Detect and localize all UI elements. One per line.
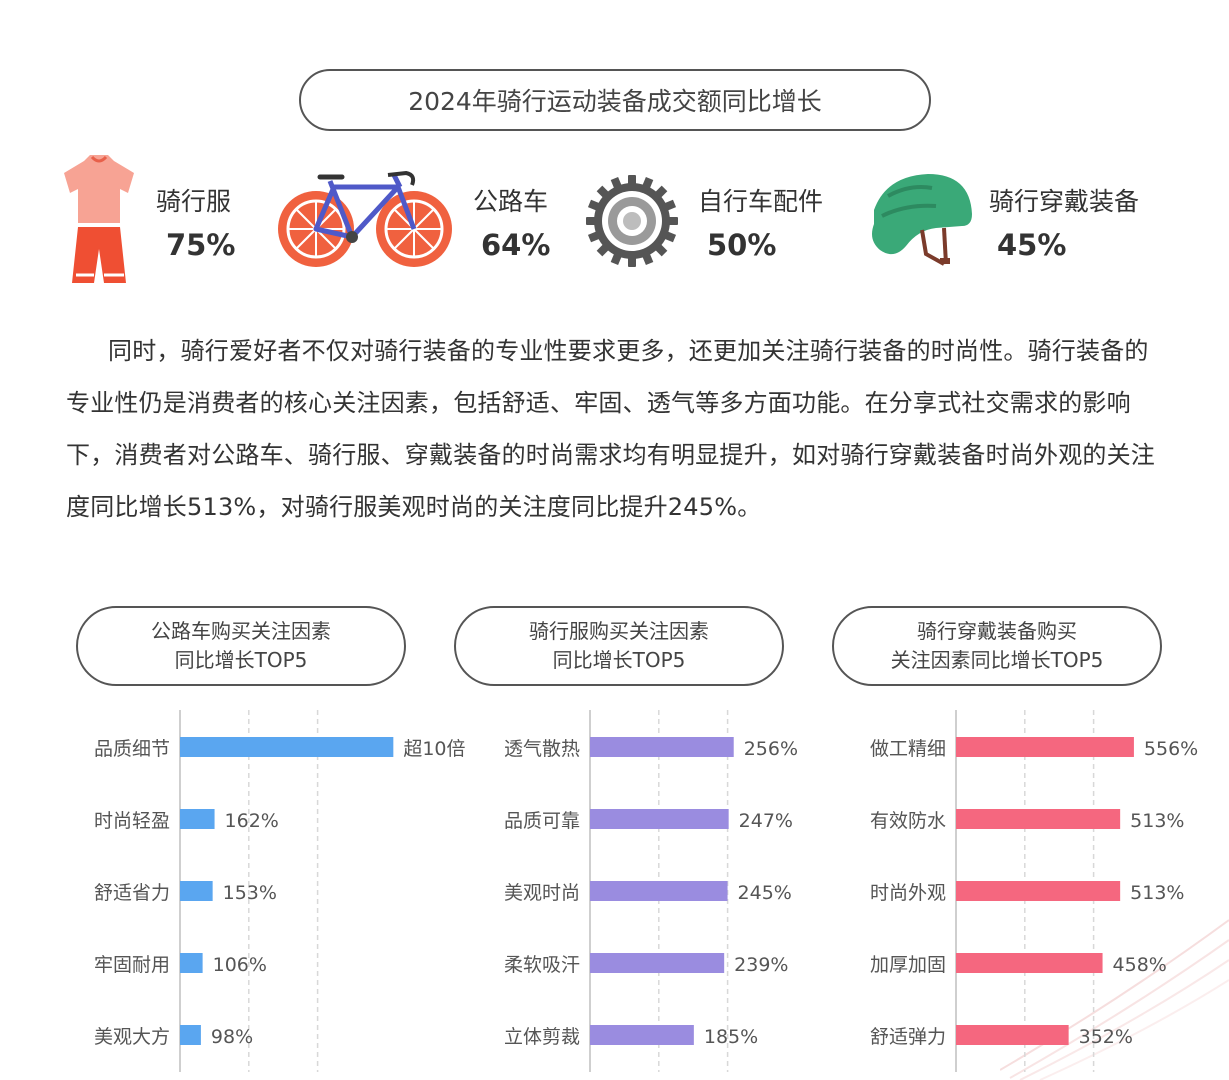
category-label: 立体剪裁 [504,1026,580,1048]
bar [956,881,1121,901]
chart-title-line: 公路车购买关注因素 [151,619,331,643]
value-label: 超10倍 [403,738,465,760]
bar [180,809,215,829]
bar-chart-jersey: 透气散热 256% 品质可靠 247% 美观时尚 245% 柔软吸汗 239% 立体剪裁 185% [504,710,798,1072]
category-label: 舒适弹力 [870,1026,946,1048]
chart-title-line: 骑行穿戴装备购买 [917,619,1077,643]
bar [590,809,729,829]
stat-label-jersey: 骑行服 [156,187,232,216]
jersey-shorts-icon [62,153,136,289]
category-label: 品质细节 [94,738,170,760]
bar [180,737,394,757]
stat-value-wearables: 45% [997,228,1067,262]
bar [956,953,1103,973]
category-label: 时尚轻盈 [94,810,170,832]
main-title: 2024年骑行运动装备成交额同比增长 [299,69,931,131]
helmet-icon [866,170,976,272]
category-label: 透气散热 [504,738,580,760]
bar [956,1025,1069,1045]
category-label: 有效防水 [870,810,946,832]
chart-title-line: 关注因素同比增长TOP5 [890,648,1104,672]
value-label: 239% [734,954,788,976]
category-label: 牢固耐用 [94,954,170,976]
value-label: 458% [1113,954,1167,976]
bar [180,1025,201,1045]
value-label: 513% [1130,882,1184,904]
stat-label-road-bike: 公路车 [473,187,549,216]
chart-title-line: 骑行服购买关注因素 [529,619,709,643]
background-swoosh-decoration [1000,919,1229,1080]
bar [180,881,213,901]
bar [590,881,728,901]
value-label: 245% [738,882,792,904]
value-label: 513% [1130,810,1184,832]
gear-cog-icon [586,175,678,271]
bar-chart-wearables: 做工精细 556% 有效防水 513% 时尚外观 513% 加厚加固 458% 舒适弹力 352% [870,710,1198,1072]
bar [590,1025,694,1045]
value-label: 247% [739,810,793,832]
value-label: 256% [744,738,798,760]
category-label: 舒适省力 [94,882,170,904]
stat-value-jersey: 75% [166,228,236,262]
chart-title-line: 同比增长TOP5 [552,648,686,672]
body-paragraph: 同时，骑行爱好者不仅对骑行装备的专业性要求更多，还更加关注骑行装备的时尚性。骑行… [66,337,1155,521]
category-label: 加厚加固 [870,954,946,976]
value-label: 106% [213,954,267,976]
stat-value-bike-parts: 50% [707,228,777,262]
value-label: 98% [211,1026,253,1048]
category-label: 美观大方 [94,1026,170,1048]
category-label: 时尚外观 [870,882,946,904]
value-label: 185% [704,1026,758,1048]
road-bike-icon [270,165,460,277]
chart-title-road-bike: 公路车购买关注因素 同比增长TOP5 [76,606,406,686]
stat-label-bike-parts: 自行车配件 [698,187,824,216]
bar [956,809,1121,829]
value-label: 162% [225,810,279,832]
category-label: 品质可靠 [504,810,580,832]
chart-title-line: 同比增长TOP5 [174,648,308,672]
stat-label-wearables: 骑行穿戴装备 [989,187,1140,216]
bar [590,737,734,757]
category-label: 做工精细 [870,738,946,760]
value-label: 556% [1144,738,1198,760]
category-label: 柔软吸汗 [504,954,580,976]
bar [956,737,1134,757]
value-label: 153% [223,882,277,904]
chart-title-wearables: 骑行穿戴装备购买 关注因素同比增长TOP5 [832,606,1162,686]
bar [590,953,725,973]
stat-value-road-bike: 64% [481,228,551,262]
category-label: 美观时尚 [504,882,580,904]
chart-title-jersey: 骑行服购买关注因素 同比增长TOP5 [454,606,784,686]
bar [180,953,203,973]
value-label: 352% [1079,1026,1133,1048]
